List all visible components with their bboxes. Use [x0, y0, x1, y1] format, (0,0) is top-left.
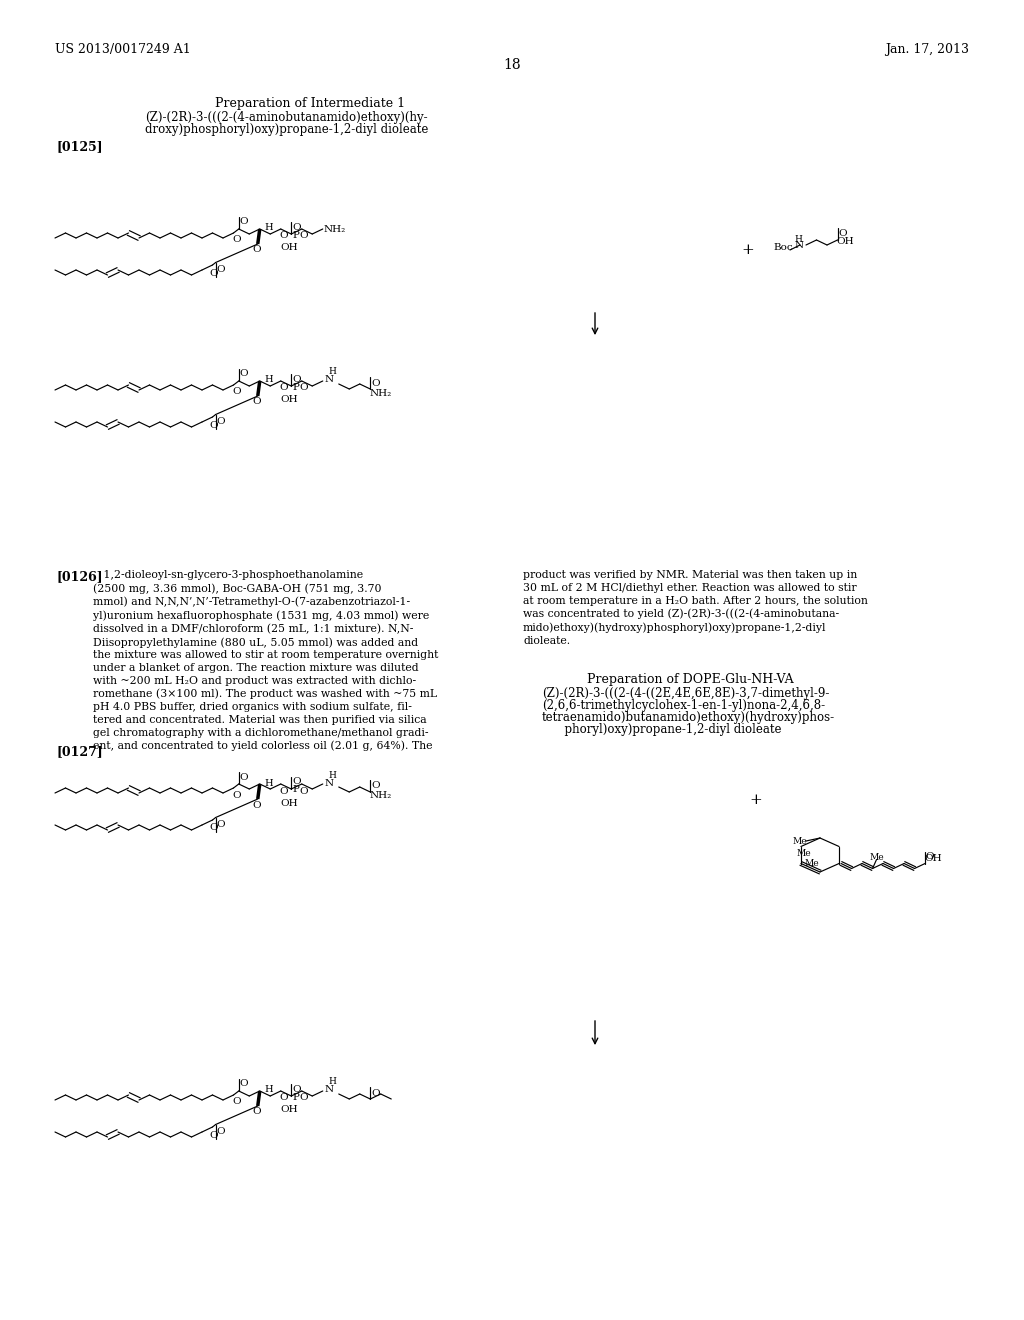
Text: O: O [280, 787, 288, 796]
Text: 18: 18 [503, 58, 521, 73]
Text: O: O [209, 824, 218, 833]
Text: [0127]: [0127] [56, 746, 102, 759]
Text: O: O [292, 223, 301, 231]
Text: O: O [216, 417, 225, 426]
Text: O: O [299, 1093, 308, 1102]
Text: OH: OH [281, 799, 298, 808]
Text: tetraenamido)butanamido)ethoxy)(hydroxy)phos-: tetraenamido)butanamido)ethoxy)(hydroxy)… [542, 711, 836, 725]
Text: [0125]: [0125] [56, 140, 102, 153]
Text: O: O [209, 1130, 218, 1139]
Text: N: N [325, 375, 334, 384]
Text: O: O [371, 379, 380, 388]
Text: O: O [371, 781, 380, 791]
Text: O: O [209, 421, 218, 429]
Text: O: O [280, 231, 288, 240]
Text: Preparation of Intermediate 1: Preparation of Intermediate 1 [215, 96, 406, 110]
Text: US 2013/0017249 A1: US 2013/0017249 A1 [55, 44, 190, 57]
Text: Me: Me [805, 859, 819, 869]
Text: H: H [264, 375, 273, 384]
Text: O: O [240, 218, 248, 227]
Text: H: H [329, 1077, 337, 1086]
Text: O: O [253, 397, 261, 407]
Text: O: O [280, 384, 288, 392]
Text: +: + [741, 243, 755, 257]
Text: O: O [253, 800, 261, 809]
Text: 1,2-dioleoyl-sn-glycero-3-phosphoethanolamine
(2500 mg, 3.36 mmol), Boc-GABA-OH : 1,2-dioleoyl-sn-glycero-3-phosphoethanol… [93, 570, 438, 751]
Text: O: O [839, 230, 847, 239]
Text: P: P [293, 383, 300, 392]
Text: OH: OH [281, 243, 298, 252]
Text: O: O [232, 791, 241, 800]
Text: Me: Me [793, 837, 807, 846]
Text: Me: Me [869, 853, 884, 862]
Text: O: O [926, 851, 934, 861]
Text: NH₂: NH₂ [369, 388, 391, 397]
Text: O: O [232, 1097, 241, 1106]
Text: OH: OH [281, 396, 298, 404]
Text: O: O [240, 772, 248, 781]
Text: Boc: Boc [773, 243, 793, 252]
Text: OH: OH [281, 1106, 298, 1114]
Text: Preparation of DOPE-Glu-NH-VA: Preparation of DOPE-Glu-NH-VA [587, 672, 794, 685]
Text: O: O [253, 1107, 261, 1117]
Text: NH₂: NH₂ [324, 226, 346, 235]
Text: +: + [750, 793, 763, 807]
Text: H: H [264, 779, 273, 788]
Text: Jan. 17, 2013: Jan. 17, 2013 [885, 44, 969, 57]
Text: [0126]: [0126] [56, 570, 102, 583]
Text: N: N [795, 242, 804, 251]
Text: O: O [240, 370, 248, 379]
Text: O: O [253, 246, 261, 255]
Text: H: H [329, 367, 337, 376]
Text: O: O [232, 388, 241, 396]
Text: O: O [299, 231, 308, 240]
Text: O: O [280, 1093, 288, 1102]
Text: N: N [325, 1085, 334, 1094]
Text: O: O [216, 820, 225, 829]
Text: product was verified by NMR. Material was then taken up in
30 mL of 2 M HCl/diet: product was verified by NMR. Material wa… [523, 570, 868, 645]
Text: O: O [299, 384, 308, 392]
Text: O: O [292, 1085, 301, 1093]
Text: O: O [240, 1080, 248, 1089]
Text: P: P [293, 1093, 300, 1101]
Text: OH: OH [837, 238, 854, 247]
Text: O: O [216, 265, 225, 275]
Text: O: O [232, 235, 241, 244]
Text: H: H [264, 223, 273, 232]
Text: Me: Me [797, 849, 811, 858]
Text: P: P [293, 785, 300, 795]
Text: (Z)-(2R)-3-(((2-(4-((2E,4E,6E,8E)-3,7-dimethyl-9-: (Z)-(2R)-3-(((2-(4-((2E,4E,6E,8E)-3,7-di… [542, 688, 829, 701]
Text: O: O [371, 1089, 380, 1097]
Text: N: N [325, 779, 334, 788]
Text: phoryl)oxy)propane-1,2-diyl dioleate: phoryl)oxy)propane-1,2-diyl dioleate [542, 723, 781, 737]
Text: O: O [216, 1127, 225, 1137]
Text: P: P [293, 231, 300, 239]
Text: droxy)phosphoryl)oxy)propane-1,2-diyl dioleate: droxy)phosphoryl)oxy)propane-1,2-diyl di… [145, 124, 428, 136]
Text: NH₂: NH₂ [369, 792, 391, 800]
Text: (Z)-(2R)-3-(((2-(4-aminobutanamido)ethoxy)(hy-: (Z)-(2R)-3-(((2-(4-aminobutanamido)ethox… [145, 111, 428, 124]
Text: O: O [209, 268, 218, 277]
Text: H: H [264, 1085, 273, 1094]
Text: H: H [794, 235, 802, 243]
Text: (2,6,6-trimethylcyclohex-1-en-1-yl)nona-2,4,6,8-: (2,6,6-trimethylcyclohex-1-en-1-yl)nona-… [542, 700, 825, 713]
Text: O: O [292, 777, 301, 787]
Text: O: O [292, 375, 301, 384]
Text: OH: OH [925, 854, 942, 863]
Text: H: H [329, 771, 337, 780]
Text: O: O [299, 787, 308, 796]
